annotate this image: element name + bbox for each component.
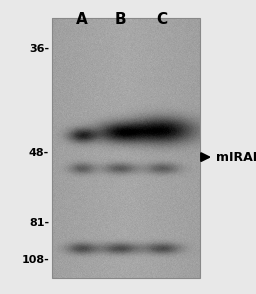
- Text: 36-: 36-: [29, 44, 49, 54]
- Text: 81-: 81-: [29, 218, 49, 228]
- Text: 108-: 108-: [21, 255, 49, 265]
- Text: mIRAK2: mIRAK2: [216, 151, 256, 163]
- Text: 48-: 48-: [29, 148, 49, 158]
- Text: B: B: [114, 12, 126, 27]
- Text: C: C: [156, 12, 168, 27]
- Text: A: A: [76, 12, 88, 27]
- Bar: [52, 18, 200, 278]
